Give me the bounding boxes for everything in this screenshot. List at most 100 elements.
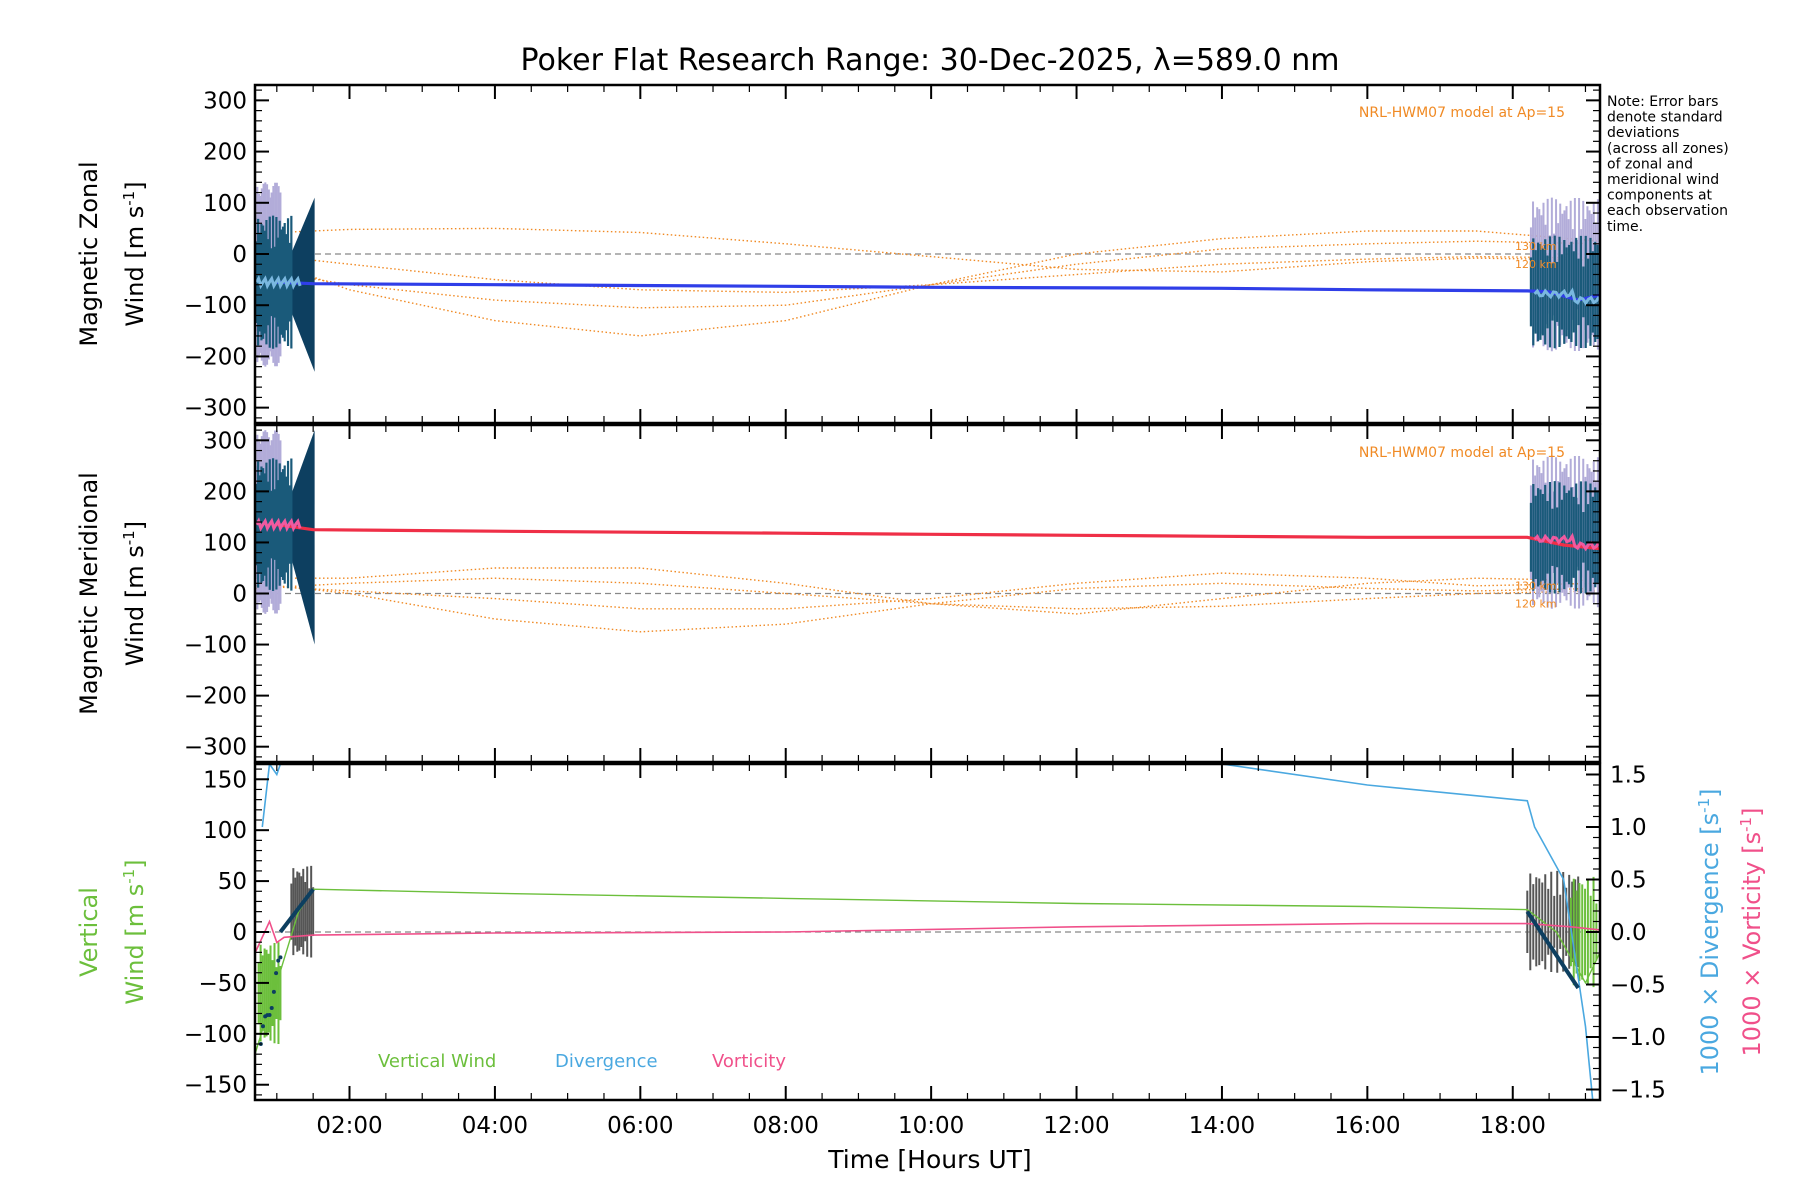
panel-3: Vertical Wind Divergence Vorticity 1.5 1.0 0.… bbox=[75, 763, 1766, 1104]
legend-item: Vertical Wind bbox=[378, 1051, 496, 1072]
y-tick-label: 0 bbox=[232, 242, 247, 268]
panel-2: NRL-HWM07 model at Ap=15 130 km 120 km 300 2… bbox=[75, 423, 1602, 764]
panel-1: NRL-HWM07 model at Ap=15 130 km 120 km 300 2… bbox=[75, 83, 1602, 425]
model-curve bbox=[255, 253, 1600, 294]
altitude-label: 130 km bbox=[1515, 240, 1557, 253]
y-tick-label: −300 bbox=[184, 735, 247, 761]
spread-band bbox=[287, 430, 315, 645]
vorticity-line bbox=[255, 919, 1600, 954]
y-tick-label: 0 bbox=[232, 582, 247, 608]
y-tick-label: −100 bbox=[184, 293, 247, 319]
x-tick-label: 16:00 bbox=[1334, 1113, 1400, 1139]
vorticity-axis-label: 1000 × Vorticity [s-1] bbox=[1737, 808, 1766, 1057]
x-tick-label: 06:00 bbox=[607, 1113, 673, 1139]
y-tick-label: 0 bbox=[232, 920, 247, 946]
y-axis-label-line2: Wind [m s-1] bbox=[120, 859, 149, 1004]
y-tick-label: −150 bbox=[184, 1073, 247, 1099]
altitude-label: 120 km bbox=[1515, 598, 1557, 611]
data-layer bbox=[255, 182, 1600, 372]
y2-tick-label: −1.5 bbox=[1610, 1078, 1666, 1104]
y-tick-label: 150 bbox=[203, 767, 247, 793]
highlight-line bbox=[1533, 532, 1600, 552]
x-axis-label: Time [Hours UT] bbox=[827, 1145, 1031, 1174]
y-tick-label: 100 bbox=[203, 191, 247, 217]
x-tick-label: 10:00 bbox=[898, 1113, 964, 1139]
data-point bbox=[267, 1013, 272, 1018]
panels: NRL-HWM07 model at Ap=15 130 km 120 km 300 2… bbox=[75, 83, 1766, 1139]
highlight-line bbox=[255, 274, 302, 290]
highlight-line bbox=[1533, 287, 1600, 306]
x-tick-label: 04:00 bbox=[462, 1113, 528, 1139]
altitude-label: 120 km bbox=[1515, 258, 1557, 271]
y-tick-label: −100 bbox=[184, 633, 247, 659]
data-point bbox=[276, 958, 281, 963]
y2-tick-label: −1.0 bbox=[1610, 1025, 1666, 1051]
note-line: each observation bbox=[1607, 203, 1728, 219]
data-point bbox=[271, 989, 276, 994]
meridional-wind-line bbox=[276, 523, 1600, 551]
y2-tick-label: 1.5 bbox=[1610, 763, 1647, 789]
divergence-axis-label: 1000 × Divergence [s-1] bbox=[1695, 788, 1724, 1075]
y-tick-label: 200 bbox=[203, 479, 247, 505]
highlight-line bbox=[255, 517, 302, 533]
y-tick-label: 100 bbox=[203, 530, 247, 556]
x-tick-label: 14:00 bbox=[1189, 1113, 1255, 1139]
data-point bbox=[260, 1024, 265, 1029]
model-curve bbox=[255, 227, 1600, 273]
model-curve bbox=[255, 567, 1600, 615]
model-label: NRL-HWM07 model at Ap=15 bbox=[1359, 445, 1565, 461]
y-tick-label: 200 bbox=[203, 140, 247, 166]
data-point bbox=[278, 955, 283, 960]
x-tick-label: 12:00 bbox=[1043, 1113, 1109, 1139]
y-axis-label-line2: Wind [m s-1] bbox=[120, 521, 149, 666]
y2-tick-label: 0.0 bbox=[1610, 920, 1647, 946]
chart-title: Poker Flat Research Range: 30-Dec-2025, … bbox=[521, 43, 1340, 78]
data-point bbox=[269, 1005, 274, 1010]
fit-segment bbox=[278, 887, 315, 934]
y-tick-label: 300 bbox=[203, 88, 247, 114]
data-layer bbox=[255, 430, 1600, 645]
divergence-line bbox=[261, 764, 1594, 1100]
model-curve bbox=[255, 582, 1600, 633]
model-curve bbox=[255, 577, 1600, 610]
x-tick-label: 02:00 bbox=[316, 1113, 382, 1139]
legend-item: Vorticity bbox=[712, 1051, 786, 1072]
y-axis-label-line1: Magnetic Meridional bbox=[75, 472, 103, 715]
y-tick-label: 300 bbox=[203, 428, 247, 454]
vertical-wind-line bbox=[255, 888, 1600, 1055]
data-point bbox=[274, 971, 279, 976]
y-tick-label: −200 bbox=[184, 344, 247, 370]
note-line: denote standard bbox=[1607, 110, 1723, 126]
note-line: of zonal and bbox=[1607, 156, 1693, 172]
y-tick-label: 100 bbox=[203, 818, 247, 844]
y-axis-label-line2: Wind [m s-1] bbox=[120, 181, 149, 326]
legend-item: Divergence bbox=[555, 1051, 658, 1072]
model-label: NRL-HWM07 model at Ap=15 bbox=[1359, 105, 1565, 121]
note-line: components at bbox=[1607, 188, 1713, 204]
data-layer bbox=[255, 764, 1600, 1100]
y-axis-label-line1: Vertical bbox=[75, 887, 103, 977]
fit-segment bbox=[1525, 910, 1580, 990]
note-line: Note: Error bars bbox=[1607, 94, 1718, 110]
x-tick-label: 18:00 bbox=[1480, 1113, 1546, 1139]
model-curve bbox=[255, 240, 1600, 309]
y2-tick-label: −0.5 bbox=[1610, 973, 1666, 999]
y-tick-label: −300 bbox=[184, 396, 247, 422]
y-tick-label: −50 bbox=[198, 971, 247, 997]
note-line: (across all zones) bbox=[1607, 141, 1729, 157]
note-line: deviations bbox=[1607, 125, 1679, 141]
note-line: meridional wind bbox=[1607, 172, 1719, 188]
y-tick-label: 50 bbox=[218, 869, 247, 895]
y-tick-label: −100 bbox=[184, 1022, 247, 1048]
y2-tick-label: 1.0 bbox=[1610, 815, 1647, 841]
x-tick-labels: 02:00 04:00 06:00 08:00 10:00 12:00 14:00 16:00… bbox=[316, 1113, 1546, 1139]
y-axis-label-line1: Magnetic Zonal bbox=[75, 161, 103, 346]
y2-tick-label: 0.5 bbox=[1610, 868, 1647, 894]
note-line: time. bbox=[1607, 219, 1643, 235]
altitude-label: 130 km bbox=[1515, 580, 1557, 593]
x-tick-label: 08:00 bbox=[753, 1113, 819, 1139]
model-curve bbox=[255, 572, 1600, 610]
y-tick-label: −200 bbox=[184, 684, 247, 710]
